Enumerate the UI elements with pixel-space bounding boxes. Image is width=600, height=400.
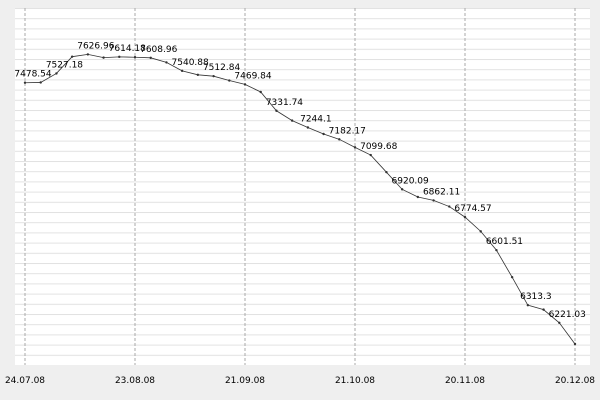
data-label: 6862.11 bbox=[423, 187, 460, 197]
point bbox=[290, 119, 294, 122]
x-tick-label: 20.11.08 bbox=[445, 376, 485, 386]
x-tick-label: 21.09.08 bbox=[225, 376, 265, 386]
data-label: 6920.09 bbox=[392, 176, 429, 186]
x-tick-label: 21.10.08 bbox=[335, 376, 375, 386]
point bbox=[196, 73, 200, 77]
point bbox=[542, 308, 545, 311]
point bbox=[212, 74, 215, 78]
data-label: 7626.96 bbox=[77, 41, 114, 51]
point bbox=[510, 275, 514, 279]
data-label: 7614.18 bbox=[109, 44, 146, 54]
data-label: 7478.54 bbox=[14, 70, 51, 80]
data-label: 6313.3 bbox=[520, 292, 552, 302]
point bbox=[322, 132, 325, 136]
point bbox=[558, 321, 561, 325]
point bbox=[23, 81, 27, 84]
point bbox=[432, 199, 435, 202]
point bbox=[495, 248, 498, 252]
data-label: 7608.96 bbox=[140, 45, 177, 55]
point bbox=[70, 55, 74, 58]
point bbox=[55, 72, 58, 75]
point bbox=[338, 138, 341, 141]
point bbox=[165, 61, 168, 64]
data-label: 7540.88 bbox=[172, 58, 209, 68]
point bbox=[133, 56, 137, 59]
series-line bbox=[24, 53, 576, 345]
point bbox=[102, 56, 105, 59]
point bbox=[385, 170, 388, 174]
data-label: 7182.17 bbox=[329, 126, 366, 136]
x-tick-label: 20.12.08 bbox=[555, 376, 595, 386]
point bbox=[448, 205, 451, 208]
point bbox=[416, 195, 420, 199]
point bbox=[526, 303, 530, 307]
data-label: 7469.84 bbox=[234, 71, 271, 81]
point bbox=[39, 81, 42, 84]
point bbox=[573, 342, 577, 346]
point bbox=[243, 83, 247, 86]
point bbox=[149, 56, 152, 60]
point bbox=[275, 109, 278, 112]
point bbox=[479, 230, 482, 233]
point bbox=[369, 153, 372, 157]
data-label: 7331.74 bbox=[266, 98, 303, 108]
data-label: 6221.03 bbox=[549, 310, 586, 320]
data-label: 7244.1 bbox=[300, 114, 332, 124]
data-label: 7527.18 bbox=[46, 60, 83, 70]
point bbox=[118, 55, 121, 59]
data-label: 7512.84 bbox=[203, 63, 240, 73]
x-tick-label: 23.08.08 bbox=[115, 376, 155, 386]
point bbox=[86, 53, 90, 56]
grid bbox=[15, 8, 590, 365]
point bbox=[180, 69, 184, 73]
x-tick-label: 24.07.08 bbox=[5, 376, 45, 386]
point bbox=[228, 79, 231, 82]
point bbox=[306, 126, 310, 129]
point bbox=[463, 215, 467, 219]
data-label: 6774.57 bbox=[454, 204, 491, 214]
point bbox=[259, 90, 262, 94]
data-label: 6601.51 bbox=[486, 237, 523, 247]
data-label: 7099.68 bbox=[360, 142, 397, 152]
point bbox=[400, 188, 404, 191]
point bbox=[353, 146, 357, 149]
